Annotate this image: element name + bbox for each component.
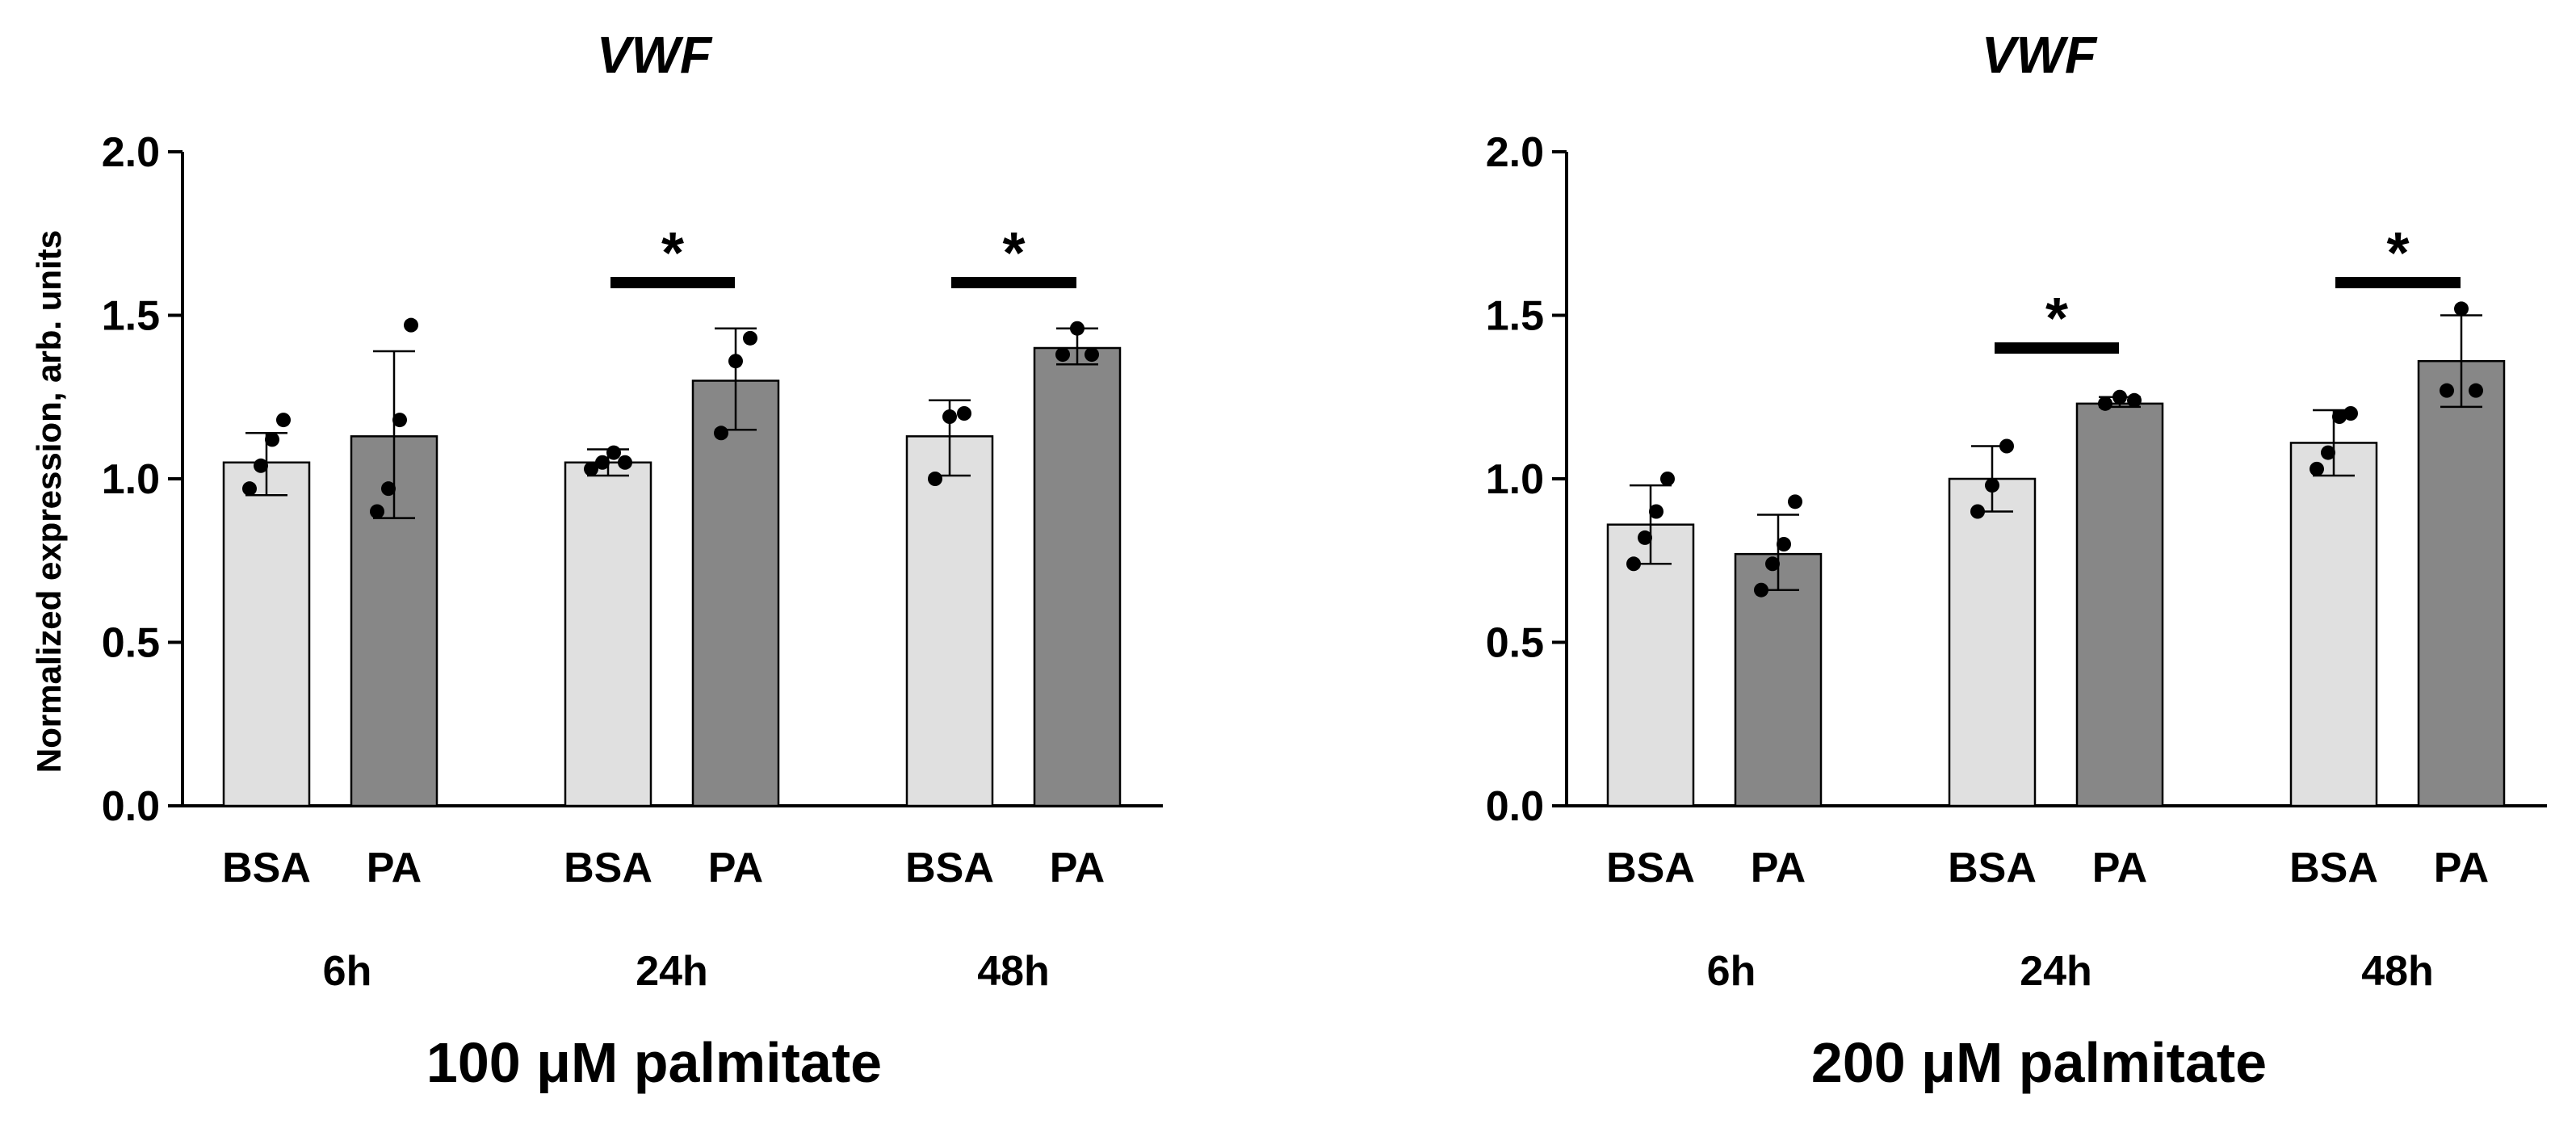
significance-star: *	[1002, 221, 1025, 286]
x-category-label: PA	[2092, 845, 2147, 891]
x-group-label: 48h	[2361, 948, 2434, 995]
data-point	[1055, 347, 1070, 363]
data-point	[2321, 445, 2335, 460]
bar-48h-PA	[1033, 346, 1122, 807]
bar-24h-BSA	[1948, 477, 2037, 807]
bar-48h-BSA	[2289, 442, 2378, 807]
data-point	[1649, 504, 1663, 519]
data-point	[714, 426, 728, 441]
x-category-label: PA	[708, 845, 763, 891]
data-point	[1788, 494, 1802, 509]
y-tick-label: 0.5	[102, 620, 160, 667]
data-point	[1070, 321, 1085, 336]
data-point	[1999, 438, 2014, 454]
data-point	[1660, 472, 1675, 486]
data-point	[1970, 504, 1985, 519]
data-point	[2310, 461, 2324, 476]
bar-24h-PA	[2075, 402, 2164, 807]
significance-star: *	[2386, 221, 2409, 286]
data-point	[265, 432, 279, 447]
bar-6h-BSA	[1606, 523, 1695, 807]
data-point	[606, 445, 621, 460]
bar-48h-PA	[2417, 359, 2506, 807]
x-category-label: PA	[1751, 845, 1806, 891]
x-group-label: 6h	[1707, 948, 1756, 995]
x-category-label: BSA	[905, 845, 994, 891]
y-tick-label: 2.0	[1486, 129, 1544, 176]
y-tick-label: 1.5	[102, 293, 160, 340]
data-point	[1754, 582, 1768, 598]
x-category-label: BSA	[222, 845, 311, 891]
data-point	[392, 413, 407, 428]
bar-48h-BSA	[905, 435, 994, 807]
y-tick-label: 0.0	[102, 783, 160, 830]
chart-panel-1: VWF 0.0 0.5 1.0 1.5 2.0 Normalized expression,…	[30, 26, 1163, 1094]
y-tick-label: 1.0	[1486, 456, 1544, 503]
x-group-label: 24h	[636, 948, 708, 995]
x-group-label: 24h	[2020, 948, 2092, 995]
data-point	[1085, 347, 1099, 363]
data-point	[584, 461, 598, 476]
data-point	[618, 455, 632, 470]
y-axis-label: Normalized expression, arb. units	[30, 230, 68, 773]
data-point	[928, 472, 942, 486]
data-point	[1985, 478, 1999, 493]
data-point	[254, 458, 268, 473]
bar-24h-PA	[691, 379, 780, 807]
data-point	[2332, 409, 2347, 425]
data-point	[2440, 383, 2454, 398]
x-axis-label: 100 μM palmitate	[426, 1031, 882, 1094]
y-tick-label: 1.0	[102, 456, 160, 503]
bar-6h-PA	[1734, 552, 1823, 807]
chart-panel-2: VWF 0.0 0.5 1.0 1.5 2.0 Normalized expression,…	[30, 26, 2547, 1094]
x-axis-label: 200 μM palmitate	[1811, 1031, 2267, 1094]
data-point	[2112, 389, 2127, 405]
data-point	[242, 481, 257, 497]
data-point	[743, 330, 757, 346]
data-point	[1765, 556, 1780, 572]
data-point	[942, 409, 957, 425]
significance-star: *	[661, 221, 684, 286]
y-axis-label: Normalized expression, arb. units	[30, 230, 68, 773]
x-category-label: BSA	[1606, 845, 1695, 891]
y-tick-label: 2.0	[102, 129, 160, 176]
y-tick-label: 0.5	[1486, 620, 1544, 667]
y-tick-label: 0.0	[1486, 783, 1544, 830]
x-category-label: PA	[2434, 845, 2489, 891]
data-point	[370, 504, 384, 519]
significance-star: *	[2045, 287, 2068, 351]
data-point	[2454, 301, 2469, 317]
data-point	[728, 354, 743, 369]
x-category-label: BSA	[564, 845, 652, 891]
bar-6h-BSA	[222, 461, 311, 807]
x-group-label: 48h	[977, 948, 1050, 995]
chart-title: VWF	[1982, 26, 2098, 84]
data-point	[1777, 537, 1791, 551]
x-category-label: PA	[1050, 845, 1105, 891]
data-point	[2343, 406, 2358, 421]
chart-title: VWF	[597, 26, 713, 84]
data-point	[1626, 556, 1641, 572]
data-point	[1638, 530, 1652, 545]
data-point	[2098, 396, 2112, 411]
data-point	[957, 406, 971, 421]
x-group-label: 6h	[323, 948, 372, 995]
x-category-label: BSA	[2289, 845, 2378, 891]
data-point	[404, 317, 418, 333]
data-point	[2469, 383, 2483, 398]
x-category-label: BSA	[1948, 845, 2037, 891]
y-tick-label: 1.5	[1486, 293, 1544, 340]
data-point	[276, 413, 291, 428]
x-category-label: PA	[367, 845, 422, 891]
data-point	[2127, 392, 2142, 408]
data-point	[595, 455, 610, 470]
data-point	[381, 481, 396, 497]
bar-24h-BSA	[564, 461, 652, 807]
